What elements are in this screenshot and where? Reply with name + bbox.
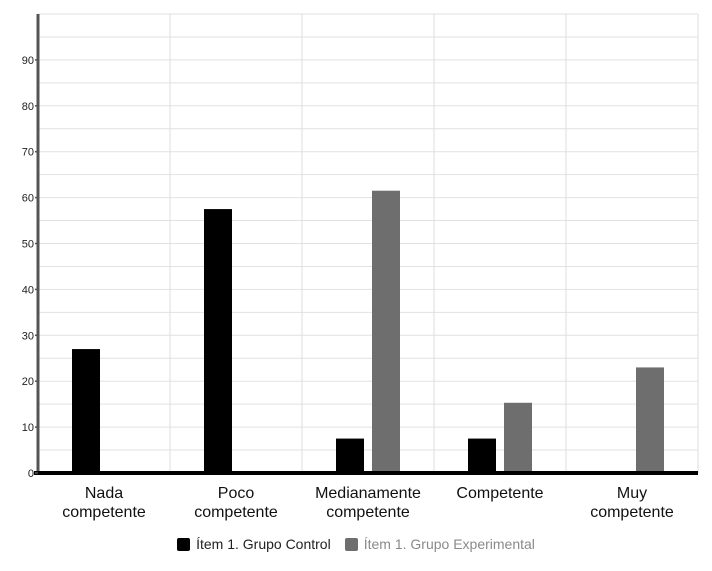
y-tick-label: 10 [22, 422, 34, 434]
x-tick-label-line: Muy [617, 485, 647, 502]
y-tick-label: 20 [22, 376, 34, 388]
bar-series-1 [204, 209, 232, 473]
x-tick-label-line: competente [62, 504, 146, 521]
legend-swatch [177, 537, 191, 551]
grid-lines [38, 13, 699, 473]
x-tick-label: Competente [456, 485, 543, 502]
x-tick-label-line: competente [326, 504, 410, 521]
x-tick-label: Medianamente competente [315, 485, 421, 521]
y-tick-label: 0 [28, 468, 34, 480]
legend-item-2[interactable]: Ítem 1. Grupo Experimental [344, 536, 535, 552]
x-tick-label: Muy competente [590, 485, 674, 521]
y-tick-label: 90 [22, 55, 34, 67]
y-axis-ticks: 0 10 20 30 40 50 60 70 80 90 [22, 55, 38, 480]
x-tick-label-line: competente [590, 504, 674, 521]
legend-item-1[interactable]: Ítem 1. Grupo Control [177, 536, 331, 552]
bar-chart: 0 10 20 30 40 50 60 70 80 90 Nada competente Poco co… [22, 13, 699, 521]
legend-label: Ítem 1. Grupo Control [196, 536, 331, 552]
bar-series-1 [468, 438, 496, 473]
bar-series-2 [636, 367, 664, 473]
legend-swatch [344, 537, 358, 551]
bar-series-1 [336, 438, 364, 473]
bar-series-2 [504, 402, 532, 473]
y-tick-label: 70 [22, 147, 34, 159]
x-tick-label-line: Competente [456, 485, 543, 502]
bar-series-2 [372, 190, 400, 473]
x-tick-label: Nada competente [62, 485, 146, 521]
y-tick-label: 40 [22, 284, 34, 296]
x-tick-label-line: Poco [218, 485, 255, 502]
x-tick-label-line: Medianamente [315, 485, 421, 502]
x-tick-label: Poco competente [194, 485, 278, 521]
x-tick-label-line: Nada [85, 485, 123, 502]
y-tick-label: 80 [22, 101, 34, 113]
bars [72, 190, 664, 473]
legend-label: Ítem 1. Grupo Experimental [363, 536, 535, 552]
x-tick-label-line: competente [194, 504, 278, 521]
y-tick-label: 50 [22, 239, 34, 251]
bar-series-1 [72, 349, 100, 473]
y-tick-label: 60 [22, 193, 34, 205]
legend: Ítem 1. Grupo Control Ítem 1. Grupo Exper… [0, 536, 712, 552]
y-tick-label: 30 [22, 330, 34, 342]
